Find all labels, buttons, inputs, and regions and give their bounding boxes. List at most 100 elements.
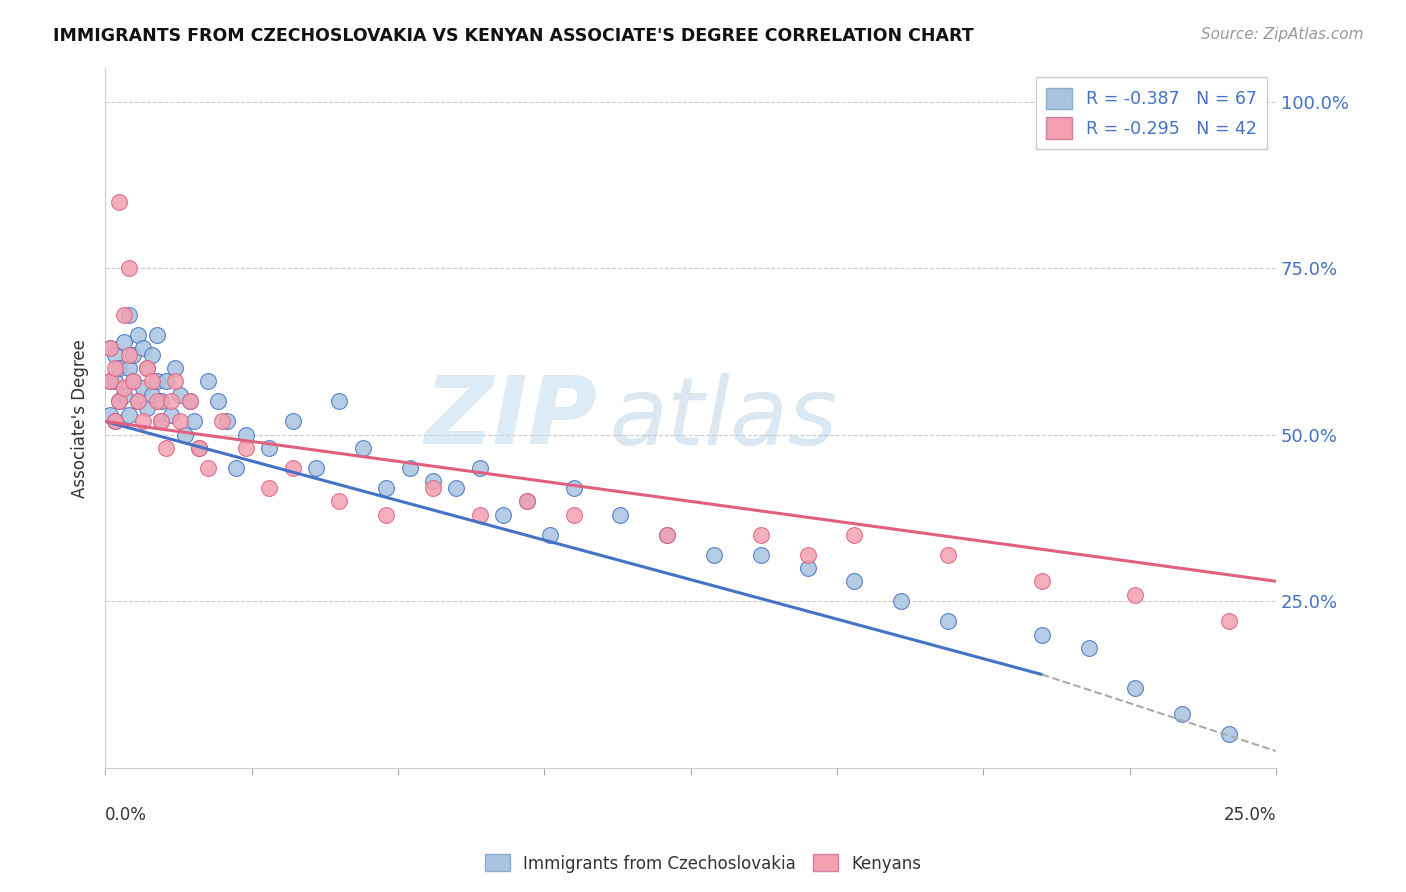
Point: [609, 508, 631, 522]
Point: [516, 494, 538, 508]
Point: [150, 414, 173, 428]
Point: [173, 427, 195, 442]
Point: [235, 441, 257, 455]
Point: [159, 394, 181, 409]
Point: [108, 394, 131, 409]
Point: [122, 375, 145, 389]
Point: [169, 388, 191, 402]
Point: [131, 381, 153, 395]
Point: [844, 527, 866, 541]
Point: [127, 327, 149, 342]
Point: [562, 508, 585, 522]
Point: [211, 414, 233, 428]
Point: [281, 461, 304, 475]
Point: [179, 394, 201, 409]
Point: [197, 461, 219, 475]
Text: 25.0%: 25.0%: [1223, 806, 1277, 824]
Point: [136, 361, 159, 376]
Point: [165, 361, 187, 376]
Point: [108, 194, 131, 209]
Point: [1031, 627, 1053, 641]
Point: [183, 414, 205, 428]
Point: [98, 341, 121, 355]
Point: [122, 375, 145, 389]
Point: [145, 375, 167, 389]
Point: [516, 494, 538, 508]
Point: [446, 481, 468, 495]
Point: [122, 348, 145, 362]
Legend: Immigrants from Czechoslovakia, Kenyans: Immigrants from Czechoslovakia, Kenyans: [478, 847, 928, 880]
Point: [103, 414, 125, 428]
Point: [136, 361, 159, 376]
Point: [112, 388, 135, 402]
Point: [562, 481, 585, 495]
Text: ZIP: ZIP: [425, 372, 598, 464]
Point: [398, 461, 420, 475]
Point: [131, 341, 153, 355]
Point: [141, 348, 163, 362]
Point: [141, 375, 163, 389]
Point: [187, 441, 209, 455]
Legend: R = -0.387   N = 67, R = -0.295   N = 42: R = -0.387 N = 67, R = -0.295 N = 42: [1035, 78, 1267, 149]
Point: [117, 348, 139, 362]
Point: [112, 381, 135, 395]
Point: [703, 548, 725, 562]
Point: [657, 527, 679, 541]
Point: [103, 375, 125, 389]
Point: [127, 394, 149, 409]
Point: [257, 481, 280, 495]
Point: [281, 414, 304, 428]
Point: [98, 341, 121, 355]
Point: [328, 494, 350, 508]
Point: [422, 481, 444, 495]
Point: [844, 574, 866, 589]
Point: [657, 527, 679, 541]
Point: [145, 394, 167, 409]
Point: [155, 375, 177, 389]
Point: [207, 394, 229, 409]
Point: [235, 427, 257, 442]
Point: [225, 461, 247, 475]
Point: [187, 441, 209, 455]
Text: 0.0%: 0.0%: [105, 806, 148, 824]
Point: [215, 414, 238, 428]
Point: [131, 414, 153, 428]
Point: [103, 414, 125, 428]
Point: [103, 348, 125, 362]
Point: [165, 375, 187, 389]
Point: [749, 527, 772, 541]
Point: [103, 361, 125, 376]
Point: [169, 414, 191, 428]
Point: [1077, 640, 1099, 655]
Point: [141, 388, 163, 402]
Point: [117, 308, 139, 322]
Point: [117, 261, 139, 276]
Point: [179, 394, 201, 409]
Point: [305, 461, 328, 475]
Point: [538, 527, 561, 541]
Point: [112, 308, 135, 322]
Point: [159, 408, 181, 422]
Point: [150, 414, 173, 428]
Text: atlas: atlas: [609, 373, 837, 464]
Point: [375, 481, 398, 495]
Point: [1031, 574, 1053, 589]
Point: [112, 334, 135, 349]
Point: [98, 375, 121, 389]
Y-axis label: Associate's Degree: Associate's Degree: [72, 339, 89, 498]
Point: [375, 508, 398, 522]
Point: [117, 408, 139, 422]
Point: [197, 375, 219, 389]
Point: [108, 394, 131, 409]
Point: [117, 361, 139, 376]
Point: [136, 401, 159, 416]
Point: [468, 508, 491, 522]
Point: [155, 441, 177, 455]
Text: IMMIGRANTS FROM CZECHOSLOVAKIA VS KENYAN ASSOCIATE'S DEGREE CORRELATION CHART: IMMIGRANTS FROM CZECHOSLOVAKIA VS KENYAN…: [53, 27, 974, 45]
Point: [468, 461, 491, 475]
Point: [108, 361, 131, 376]
Point: [257, 441, 280, 455]
Point: [328, 394, 350, 409]
Point: [352, 441, 374, 455]
Point: [150, 394, 173, 409]
